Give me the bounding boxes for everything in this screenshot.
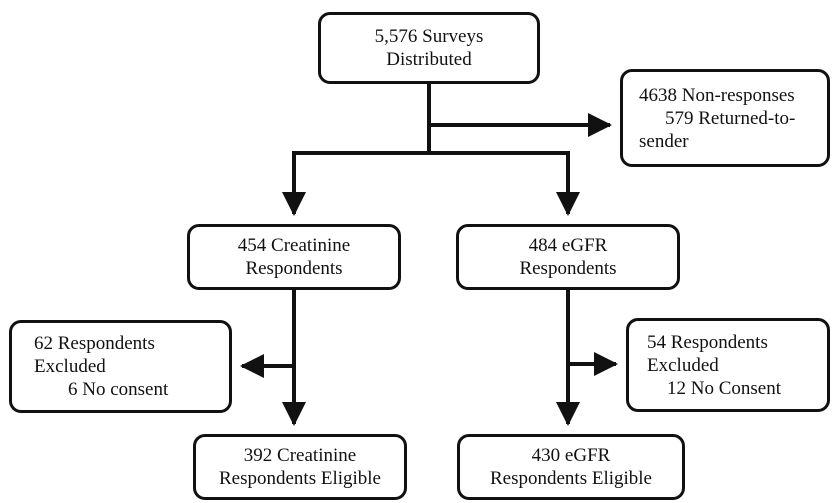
node-line: Respondents (245, 258, 343, 279)
node-line: 4638 Non-responses (639, 84, 795, 106)
node-line: 579 Returned-to- (665, 107, 796, 129)
node-line: 392 Creatinine (243, 445, 357, 466)
egfr-eligible-box: 430 eGFR Respondents Eligible (457, 434, 685, 500)
node-line: Excluded (34, 356, 106, 377)
node-line: Respondents Eligible (489, 468, 652, 489)
node-line: Excluded (647, 354, 719, 376)
creatinine-eligible-box: 392 Creatinine Respondents Eligible (193, 434, 407, 500)
node-line: Respondents Eligible (218, 468, 381, 489)
egfr-respondents-box: 484 eGFR Respondents (456, 224, 680, 290)
node-line: 6 No consent (68, 379, 169, 400)
node-line: 484 eGFR (528, 235, 608, 256)
creatinine-excluded-box: 62 Respondents Excluded 6 No consent (9, 320, 232, 413)
node-line: 454 Creatinine (237, 235, 351, 256)
creatinine-respondents-box: 454 Creatinine Respondents (187, 224, 401, 290)
node-line: 12 No Consent (667, 377, 781, 399)
node-line: Respondents (519, 258, 617, 279)
node-line: 54 Respondents (647, 331, 768, 353)
node-line: 5,576 Surveys (374, 26, 484, 47)
node-line: 430 eGFR (531, 445, 611, 466)
nonresponses-box: 4638 Non-responses 579 Returned-to- send… (620, 69, 830, 167)
surveys-distributed-box: 5,576 Surveys Distributed (318, 12, 540, 84)
egfr-excluded-box: 54 Respondents Excluded 12 No Consent (626, 318, 830, 412)
node-line: 62 Respondents (34, 333, 155, 354)
node-line: sender (639, 130, 689, 152)
node-line: Distributed (386, 49, 472, 70)
